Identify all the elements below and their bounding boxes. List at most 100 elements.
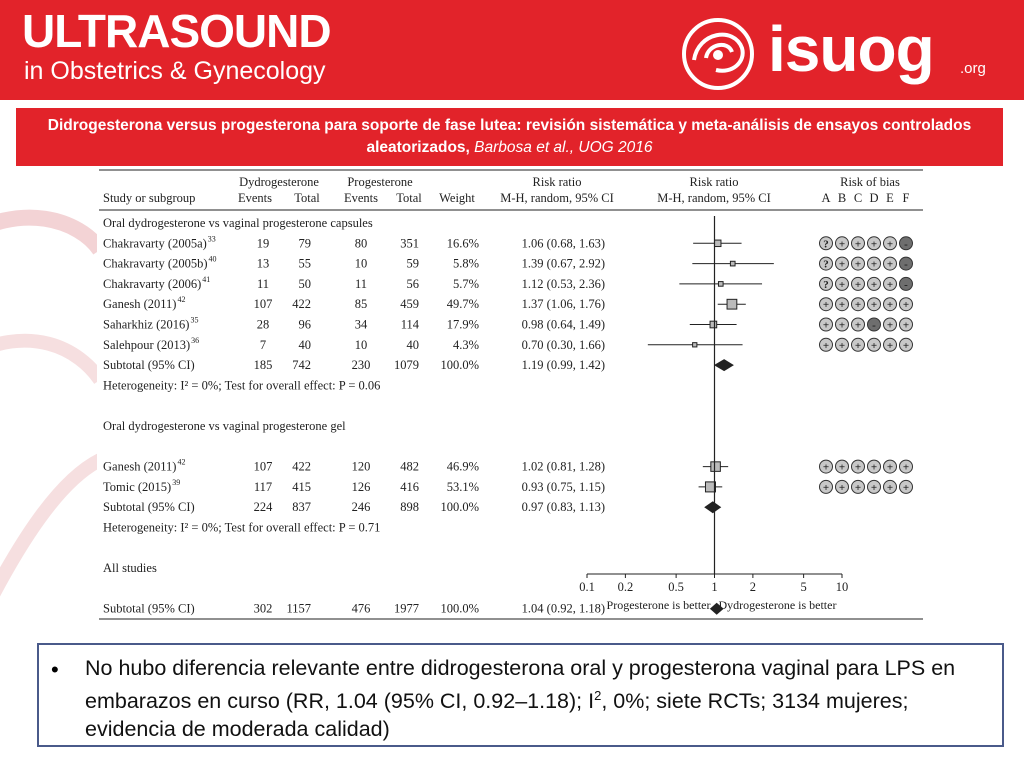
risk-of-bias-dot <box>899 256 913 271</box>
bullet-marker: • <box>51 657 59 682</box>
bias-letter-F: F <box>903 191 910 205</box>
risk-of-bias-symbol: + <box>839 259 845 271</box>
study-reference: 42 <box>177 458 185 467</box>
journal-subtitle: in Obstetrics & Gynecology <box>24 57 326 85</box>
subtotal-label: Subtotal (95% CI) <box>103 500 195 514</box>
risk-of-bias-symbol: + <box>887 299 893 311</box>
study-ci: 1.39 (0.67, 2.92) <box>522 257 605 271</box>
study-reference: 42 <box>177 295 185 304</box>
risk-of-bias-symbol: + <box>855 259 861 271</box>
risk-of-bias-dot <box>835 459 849 474</box>
risk-of-bias-dot <box>835 297 849 312</box>
risk-of-bias-dot <box>835 479 849 494</box>
risk-of-bias-symbol: - <box>872 320 876 332</box>
risk-of-bias-dot <box>899 276 913 291</box>
journal-title: ULTRASOUND <box>22 5 332 57</box>
study-label: Saharkhiz (2016) <box>103 318 189 332</box>
risk-of-bias-symbol: + <box>855 462 861 474</box>
risk-of-bias-dot <box>867 479 881 494</box>
risk-of-bias-symbol: + <box>903 482 909 494</box>
study-events-progesterone: 10 <box>355 257 368 271</box>
study-events-progesterone: 34 <box>355 318 368 332</box>
subtotal-total-dydrogesterone: 1157 <box>286 602 311 616</box>
risk-of-bias-dot <box>899 479 913 494</box>
risk-of-bias-dot <box>835 256 849 271</box>
isuog-emblem-icon <box>682 18 754 90</box>
subtotal-weight: 100.0% <box>440 500 479 514</box>
group-label: All studies <box>103 561 157 575</box>
study-weight: 17.9% <box>447 318 479 332</box>
subtotal-events-dydrogesterone: 185 <box>254 358 273 372</box>
risk-of-bias-dot <box>883 256 897 271</box>
study-total-progesterone: 459 <box>400 297 419 311</box>
study-events-progesterone: 85 <box>355 297 368 311</box>
risk-of-bias-symbol: + <box>887 462 893 474</box>
study-ci: 0.98 (0.64, 1.49) <box>522 318 605 332</box>
risk-of-bias-symbol: + <box>839 299 845 311</box>
slide-title-main: Didrogesterona versus progesterona para … <box>47 117 972 156</box>
risk-of-bias-symbol: ? <box>823 279 829 291</box>
forest-plot: Study or subgroup Dydrogesterone Progester… <box>97 166 925 677</box>
risk-of-bias-symbol: + <box>823 340 829 352</box>
risk-of-bias-dot <box>867 317 881 332</box>
study-total-dydrogesterone: 422 <box>292 460 311 474</box>
subtotal-ci: 1.19 (0.99, 1.42) <box>522 358 605 372</box>
study-label: Salehpour (2013) <box>103 338 190 352</box>
study-point-estimate <box>692 342 698 348</box>
x-tick-label: 2 <box>750 580 756 594</box>
risk-of-bias-dot <box>819 317 833 332</box>
risk-of-bias-dot <box>883 479 897 494</box>
study-ci: 1.37 (1.06, 1.76) <box>522 297 605 311</box>
header-study: Study or subgroup <box>103 191 195 205</box>
risk-of-bias-symbol: + <box>823 320 829 332</box>
header-events-1: Events <box>238 191 272 205</box>
group-label: Oral dydrogesterone vs vaginal progester… <box>103 419 346 433</box>
risk-of-bias-dot <box>851 256 865 271</box>
x-tick-label: 1 <box>711 580 717 594</box>
risk-of-bias-symbol: - <box>904 279 908 291</box>
risk-of-bias-dot <box>851 297 865 312</box>
logo-domain: .org <box>960 60 986 77</box>
subtotal-ci: 0.97 (0.83, 1.13) <box>522 500 605 514</box>
risk-of-bias-dot <box>819 459 833 474</box>
summary-superscript: 2 <box>594 688 602 703</box>
header-events-2: Events <box>344 191 378 205</box>
risk-of-bias-symbol: + <box>903 340 909 352</box>
study-ci: 0.93 (0.75, 1.15) <box>522 480 605 494</box>
study-label: Ganesh (2011) <box>103 297 176 311</box>
header-risk-of-bias: Risk of bias <box>840 175 900 189</box>
risk-of-bias-symbol: + <box>871 462 877 474</box>
study-total-progesterone: 59 <box>407 257 420 271</box>
risk-of-bias-dot <box>819 276 833 291</box>
study-reference: 40 <box>208 255 216 264</box>
risk-of-bias-symbol: + <box>871 340 877 352</box>
subtotal-diamond <box>709 602 724 615</box>
risk-of-bias-dot <box>867 337 881 352</box>
subtotal-label: Subtotal (95% CI) <box>103 358 195 372</box>
study-total-dydrogesterone: 55 <box>299 257 312 271</box>
subtotal-total-progesterone: 1079 <box>394 358 419 372</box>
study-label: Chakravarty (2005a) <box>103 236 207 250</box>
risk-of-bias-dot <box>883 317 897 332</box>
risk-of-bias-symbol: + <box>823 299 829 311</box>
risk-of-bias-dot <box>851 459 865 474</box>
study-total-dydrogesterone: 96 <box>299 318 312 332</box>
group-label: Oral dydrogesterone vs vaginal progester… <box>103 216 373 230</box>
header-rr-method: M-H, random, 95% CI <box>500 191 614 205</box>
header-progesterone: Progesterone <box>347 175 413 189</box>
risk-of-bias-symbol: - <box>904 259 908 271</box>
risk-of-bias-symbol: + <box>887 259 893 271</box>
risk-of-bias-dot <box>899 459 913 474</box>
header-total-1: Total <box>294 191 320 205</box>
risk-of-bias-dot <box>835 236 849 251</box>
study-events-progesterone: 120 <box>352 460 371 474</box>
risk-of-bias-symbol: + <box>855 320 861 332</box>
study-events-dydrogesterone: 107 <box>254 460 273 474</box>
study-total-dydrogesterone: 40 <box>299 338 312 352</box>
risk-of-bias-dot <box>883 236 897 251</box>
risk-of-bias-dot <box>883 276 897 291</box>
subtotal-weight: 100.0% <box>440 358 479 372</box>
risk-of-bias-dot <box>851 337 865 352</box>
study-point-estimate <box>709 320 718 329</box>
risk-of-bias-symbol: + <box>887 238 893 250</box>
